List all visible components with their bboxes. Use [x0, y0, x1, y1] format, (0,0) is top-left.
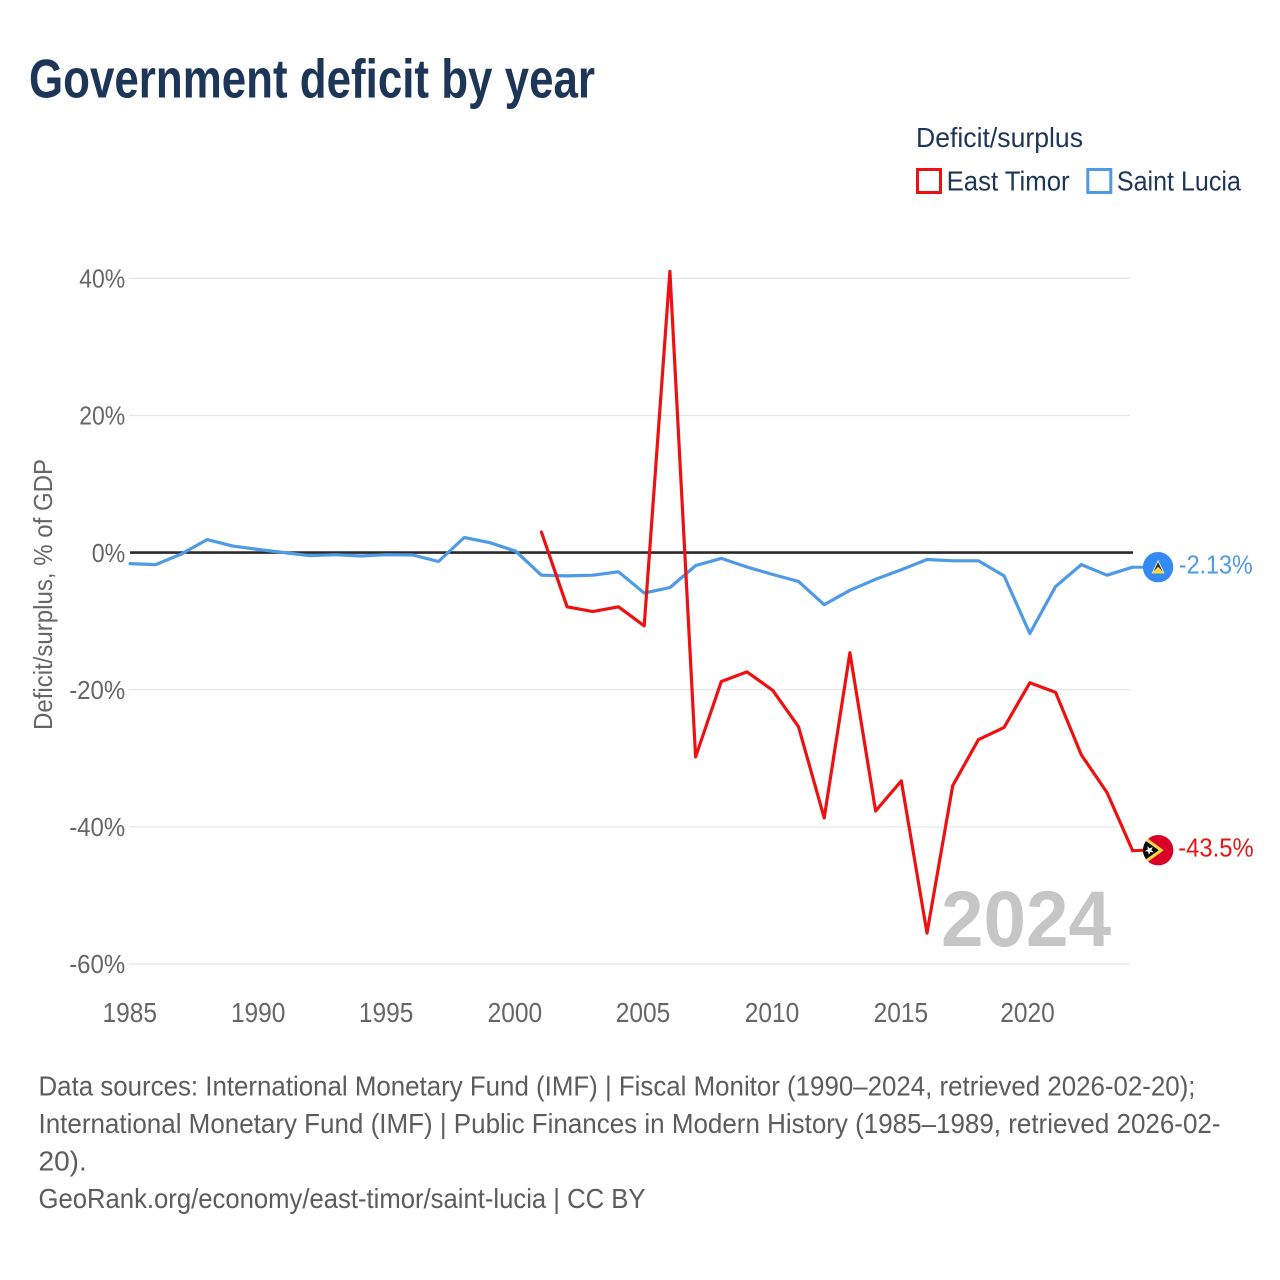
svg-text:1995: 1995	[359, 997, 414, 1028]
svg-text:1990: 1990	[231, 997, 286, 1028]
svg-text:Data sources: International Mo: Data sources: International Monetary Fun…	[39, 1071, 1196, 1102]
svg-text:-43.5%: -43.5%	[1178, 833, 1254, 863]
svg-text:East Timor: East Timor	[947, 166, 1070, 197]
svg-text:Deficit/surplus, % of GDP: Deficit/surplus, % of GDP	[28, 459, 58, 730]
svg-text:20).: 20).	[39, 1146, 87, 1177]
svg-text:International Monetary Fund (I: International Monetary Fund (IMF) | Publ…	[39, 1108, 1221, 1139]
svg-text:-40%: -40%	[69, 812, 125, 842]
svg-text:2010: 2010	[745, 997, 800, 1028]
svg-text:2000: 2000	[488, 997, 543, 1028]
svg-text:Saint Lucia: Saint Lucia	[1117, 166, 1241, 197]
svg-text:-20%: -20%	[69, 675, 125, 705]
svg-text:2005: 2005	[616, 997, 671, 1028]
svg-text:2015: 2015	[874, 997, 929, 1028]
svg-text:-60%: -60%	[69, 949, 125, 979]
svg-text:40%: 40%	[79, 264, 125, 294]
svg-text:-2.13%: -2.13%	[1179, 550, 1253, 580]
svg-text:2020: 2020	[1000, 997, 1055, 1028]
svg-text:Government deficit by year: Government deficit by year	[29, 48, 595, 110]
svg-text:Deficit/surplus: Deficit/surplus	[916, 122, 1083, 153]
svg-text:GeoRank.org/economy/east-timor: GeoRank.org/economy/east-timor/saint-luc…	[39, 1183, 646, 1214]
svg-text:20%: 20%	[79, 401, 125, 431]
svg-text:2024: 2024	[941, 874, 1111, 963]
svg-text:1985: 1985	[103, 997, 158, 1028]
svg-text:0%: 0%	[92, 538, 126, 568]
